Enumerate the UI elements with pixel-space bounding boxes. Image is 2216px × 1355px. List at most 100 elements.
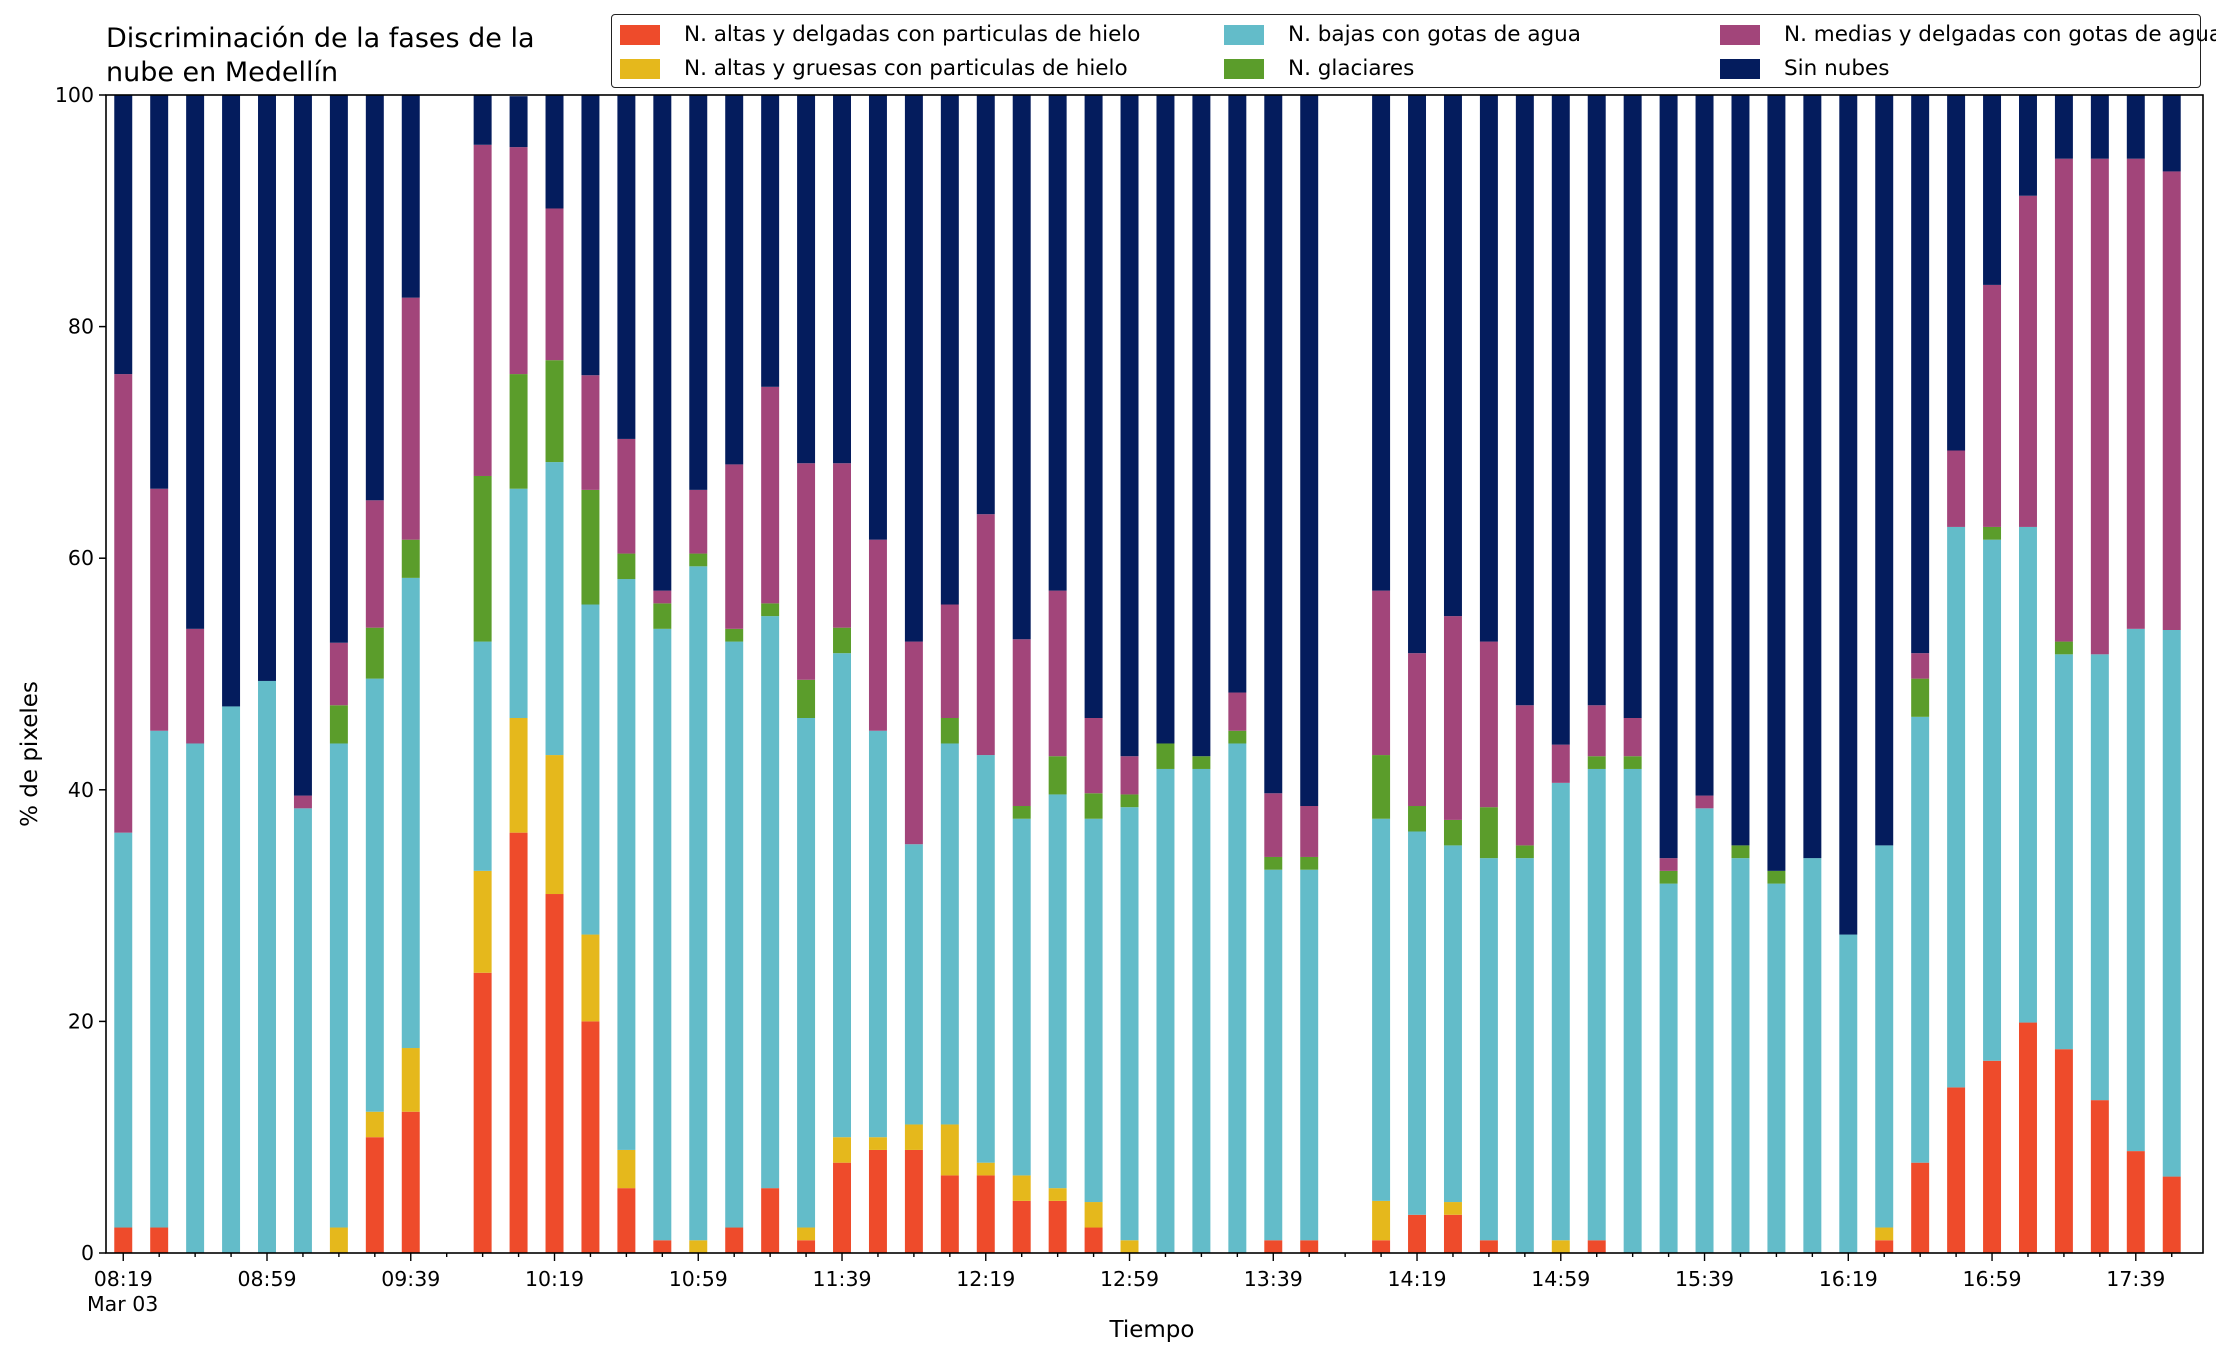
bar-segment (545, 360, 564, 463)
bar-segment (761, 386, 780, 604)
bar-segment (473, 641, 492, 871)
bar-segment (1551, 95, 1570, 745)
bar-segment (293, 808, 312, 1253)
bar-segment (1443, 616, 1462, 820)
x-tick-label: 12:19 (956, 1267, 1015, 1291)
plot-frame (105, 94, 2204, 1254)
bar-segment (976, 514, 995, 756)
bar-segment (329, 642, 348, 706)
bar-segment (797, 679, 816, 718)
bar-segment (1695, 95, 1714, 796)
bar-segment (797, 95, 816, 464)
bar-segment (2090, 158, 2109, 655)
bar-segment (1084, 1227, 1103, 1253)
bar-segment (617, 95, 636, 439)
x-tick-label: 10:19 (525, 1267, 584, 1291)
bar-segment (150, 95, 169, 489)
bar-segment (509, 488, 528, 718)
bar-segment (1587, 768, 1606, 1241)
bar-segment (1479, 95, 1498, 642)
bar-segment (1012, 1175, 1031, 1201)
bar-segment (1048, 95, 1067, 591)
bar-segment (2019, 95, 2037, 196)
bar-segment (725, 464, 744, 629)
bar-segment (940, 743, 959, 1125)
bar-segment (1947, 526, 1966, 1088)
bar-segment (1803, 858, 1822, 1253)
bar-segment (1120, 807, 1139, 1241)
bar-segment (1983, 526, 2002, 540)
legend-label: N. glaciares (1288, 56, 1415, 81)
bar-segment (1372, 1200, 1391, 1241)
bar-segment (1372, 95, 1391, 591)
bar-segment (581, 95, 600, 376)
bar-segment (2019, 526, 2037, 1023)
bar-segment (1408, 806, 1427, 832)
bar-segment (1372, 818, 1391, 1201)
bar-segment (1767, 95, 1786, 871)
bar-segment (365, 95, 384, 501)
bar-segment (258, 95, 276, 681)
bar-segment (1551, 744, 1570, 783)
bar-segment (1012, 1200, 1031, 1253)
bar-segment (1659, 95, 1678, 859)
bar-segment (1408, 653, 1427, 807)
bar-segment (1228, 730, 1247, 744)
bar-segment (1947, 450, 1966, 527)
bar-segment (725, 95, 744, 465)
bar-segment (1264, 95, 1283, 794)
bar-segment (1192, 768, 1211, 1253)
bar-segment (114, 374, 133, 833)
legend-label: N. bajas con gotas de agua (1288, 22, 1581, 47)
y-tick-label: 60 (68, 546, 94, 570)
bar-segment (1408, 1214, 1427, 1253)
bar-segment (1911, 716, 1930, 1163)
bar-segment (329, 743, 348, 1228)
bar-segment (2162, 171, 2181, 630)
bar-segment (2126, 628, 2145, 1152)
bar-segment (1623, 756, 1642, 769)
bar-segment (1156, 743, 1175, 769)
bar-segment (329, 1227, 348, 1253)
bar-segment (186, 743, 205, 1253)
bar-segment (617, 1188, 636, 1253)
bar-segment (509, 96, 528, 148)
bar-segment (725, 628, 744, 642)
x-tick-label: 14:59 (1531, 1267, 1590, 1291)
x-tick-label: 14:19 (1387, 1267, 1446, 1291)
bar-segment (186, 628, 205, 744)
bar-segment (1623, 718, 1642, 757)
bar-segment (1803, 95, 1822, 859)
bar-segment (833, 1137, 851, 1163)
bar-segment (1911, 678, 1930, 717)
bar-segment (1300, 1240, 1319, 1253)
bar-segment (509, 147, 528, 375)
bar-segment (617, 438, 636, 554)
bar-segment (1767, 883, 1786, 1253)
bar-segment (1515, 858, 1534, 1253)
legend-item: Sin nubes (1720, 56, 1889, 81)
bar-segment (1875, 845, 1894, 1228)
bar-segment (1048, 590, 1067, 757)
bar-segment (1731, 858, 1750, 1253)
bar-segment (653, 603, 672, 629)
bar-segment (689, 1240, 708, 1253)
bar-segment (329, 705, 348, 744)
bar-segment (1372, 590, 1391, 756)
bar-segment (293, 795, 312, 809)
bar-segment (1372, 755, 1391, 819)
legend-swatch (1224, 24, 1264, 45)
bar-segment (1875, 95, 1894, 846)
bar-segment (940, 1175, 959, 1253)
x-tick-label: 10:59 (669, 1267, 728, 1291)
bar-segment (473, 972, 492, 1253)
bar-segment (401, 297, 420, 540)
bar-segment (1983, 1060, 2002, 1253)
bar-segment (1408, 831, 1427, 1215)
x-tick-label: 16:59 (1963, 1267, 2022, 1291)
bar-segment (617, 1149, 636, 1189)
legend-item: N. glaciares (1224, 56, 1414, 81)
bar-segment (1911, 653, 1930, 679)
bar-segment (1875, 1227, 1894, 1241)
bar-segment (1443, 1214, 1462, 1253)
